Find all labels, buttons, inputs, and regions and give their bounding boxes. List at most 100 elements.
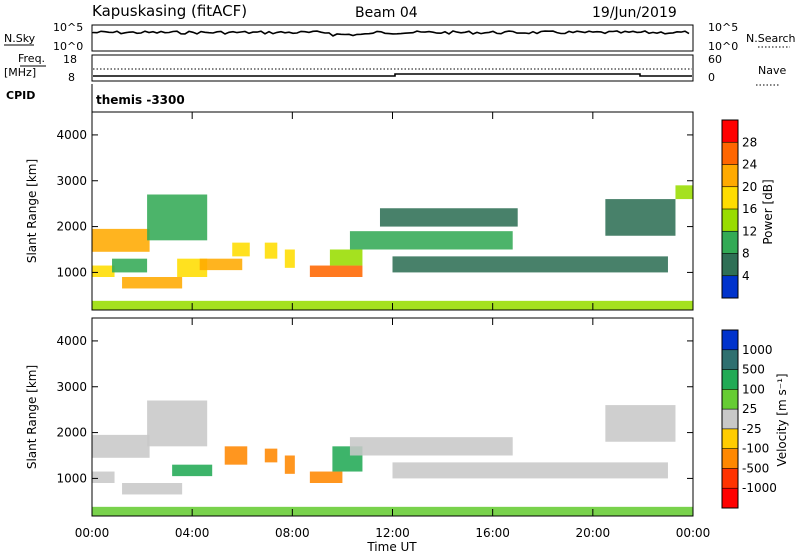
- colorbar-swatch: [722, 164, 738, 188]
- colorbar-tick-label: -100: [742, 442, 769, 456]
- colorbar-tick-label: 100: [742, 382, 765, 396]
- nsearch-tick-bottom: 10^0: [708, 40, 738, 53]
- colorbar-tick-label: -500: [742, 461, 769, 475]
- velocity-cell: [92, 471, 115, 483]
- y-tick-label: 3000: [56, 174, 87, 188]
- velocity-colorbar-label: Velocity [m s⁻¹]: [775, 373, 789, 466]
- velocity-cell: [172, 464, 213, 477]
- power-cell: [199, 258, 243, 271]
- colorbar-swatch: [722, 253, 738, 277]
- nave-tick-bottom: 0: [708, 71, 715, 84]
- power-cell: [605, 199, 676, 236]
- freq-trace: [93, 73, 692, 77]
- colorbar-swatch: [722, 468, 738, 489]
- colorbar-swatch: [722, 142, 738, 165]
- power-colorbar-label: Power [dB]: [761, 179, 775, 244]
- velocity-cell: [392, 462, 668, 479]
- colorbar-tick-label: 12: [742, 224, 757, 238]
- velocity-cell: [309, 471, 343, 483]
- power-cell: [349, 231, 513, 250]
- velocity-panel: 1000 2000 3000 4000 Slant Range [km]: [25, 317, 694, 517]
- nsky-label: N.Sky: [4, 32, 36, 45]
- colorbar-swatch: [722, 120, 738, 143]
- power-colorbar: 28 24 20 16 12 8 4 Power [dB]: [721, 119, 775, 299]
- colorbar-tick-label: -1000: [742, 481, 777, 495]
- colorbar-tick-label: 8: [742, 247, 750, 261]
- y-tick-label: 2000: [56, 426, 87, 440]
- time-axis: 00:00 04:00 08:00 12:00 16:00 20:00 00:00: [75, 112, 711, 540]
- colorbar-swatch: [722, 186, 738, 210]
- colorbar-swatch: [722, 389, 738, 410]
- velocity-cell: [92, 434, 150, 458]
- colorbar-tick-label: 500: [742, 363, 765, 377]
- colorbar-swatch: [722, 428, 738, 450]
- velocity-heatmap: [92, 400, 693, 516]
- power-cell: [92, 265, 115, 277]
- velocity-colorbar: 1000 500 100 25 -25 -100 -500 -1000 Velocity [m…: [721, 329, 789, 509]
- power-y-axis: 1000 2000 3000 4000: [56, 128, 693, 279]
- freq-tick-top: 18: [63, 53, 77, 66]
- nsearch-tick-top: 10^5: [708, 21, 738, 34]
- colorbar-tick-label: 4: [742, 269, 750, 283]
- power-cell: [392, 256, 668, 273]
- velocity-cell: [147, 400, 208, 447]
- power-cell: [232, 242, 250, 257]
- date-title: 19/Jun/2019: [592, 5, 677, 21]
- y-tick-label: 1000: [56, 471, 87, 485]
- time-axis-label: Time UT: [366, 540, 417, 554]
- colorbar-swatch: [722, 349, 738, 371]
- velocity-colorbar-swatches: [722, 330, 738, 509]
- y-tick-label: 3000: [56, 380, 87, 394]
- x-tick-label: 04:00: [175, 526, 210, 540]
- nsky-panel: N.Sky 10^5 10^0 10^5 10^0 N.Search: [4, 21, 796, 53]
- power-cell: [147, 194, 208, 241]
- x-tick-label: 12:00: [375, 526, 410, 540]
- velocity-y-axis: 1000 2000 3000 4000: [56, 334, 693, 485]
- y-tick-label: 1000: [56, 265, 87, 279]
- colorbar-swatch: [722, 448, 738, 469]
- colorbar-swatch: [722, 231, 738, 254]
- velocity-y-label: Slant Range [km]: [25, 365, 39, 469]
- colorbar-tick-label: 25: [742, 402, 757, 416]
- x-tick-label: 00:00: [676, 526, 711, 540]
- colorbar-swatch: [722, 409, 738, 430]
- freq-panel: Freq. [MHz] 18 8 60 0 Nave: [4, 52, 786, 86]
- nsky-tick-bottom: 10^0: [53, 40, 83, 53]
- x-tick-label: 00:00: [75, 526, 110, 540]
- y-tick-label: 2000: [56, 220, 87, 234]
- freq-unit: [MHz]: [4, 66, 36, 79]
- colorbar-tick-label: 1000: [742, 343, 773, 357]
- nsky-tick-top: 10^5: [53, 21, 83, 34]
- power-cell: [329, 249, 363, 266]
- nsky-trace: [92, 30, 690, 37]
- colorbar-tick-label: 24: [742, 158, 757, 172]
- nave-label: Nave: [758, 64, 786, 77]
- station-title: Kapuskasing (fitACF): [92, 2, 247, 20]
- colorbar-tick-label: 16: [742, 202, 757, 216]
- velocity-cell: [224, 446, 248, 465]
- power-cell: [284, 249, 295, 268]
- power-cell: [92, 228, 150, 252]
- nsky-frame: [91, 24, 694, 52]
- velocity-colorbar-ticks: 1000 500 100 25 -25 -100 -500 -1000: [722, 343, 777, 495]
- velocity-cell: [349, 437, 513, 456]
- power-colorbar-ticks: 28 24 20 16 12 8 4: [722, 135, 757, 283]
- colorbar-tick-label: -25: [742, 422, 762, 436]
- x-tick-label: 20:00: [576, 526, 611, 540]
- beam-title: Beam 04: [355, 5, 418, 21]
- colorbar-swatch: [722, 369, 738, 390]
- power-heatmap: [92, 185, 693, 310]
- velocity-cell: [122, 483, 183, 495]
- x-tick-label: 16:00: [475, 526, 510, 540]
- x-tick-label: 08:00: [275, 526, 310, 540]
- cpid-label: CPID: [6, 89, 35, 102]
- colorbar-swatch: [722, 275, 738, 299]
- freq-tick-bottom: 8: [68, 71, 75, 84]
- power-panel: 1000 2000 3000 4000 Slant Range [km]: [25, 111, 694, 311]
- velocity-cell: [264, 448, 278, 463]
- freq-frame: [91, 54, 694, 82]
- colorbar-tick-label: 20: [742, 180, 757, 194]
- nave-tick-top: 60: [708, 53, 722, 66]
- nsearch-label: N.Search: [746, 32, 796, 45]
